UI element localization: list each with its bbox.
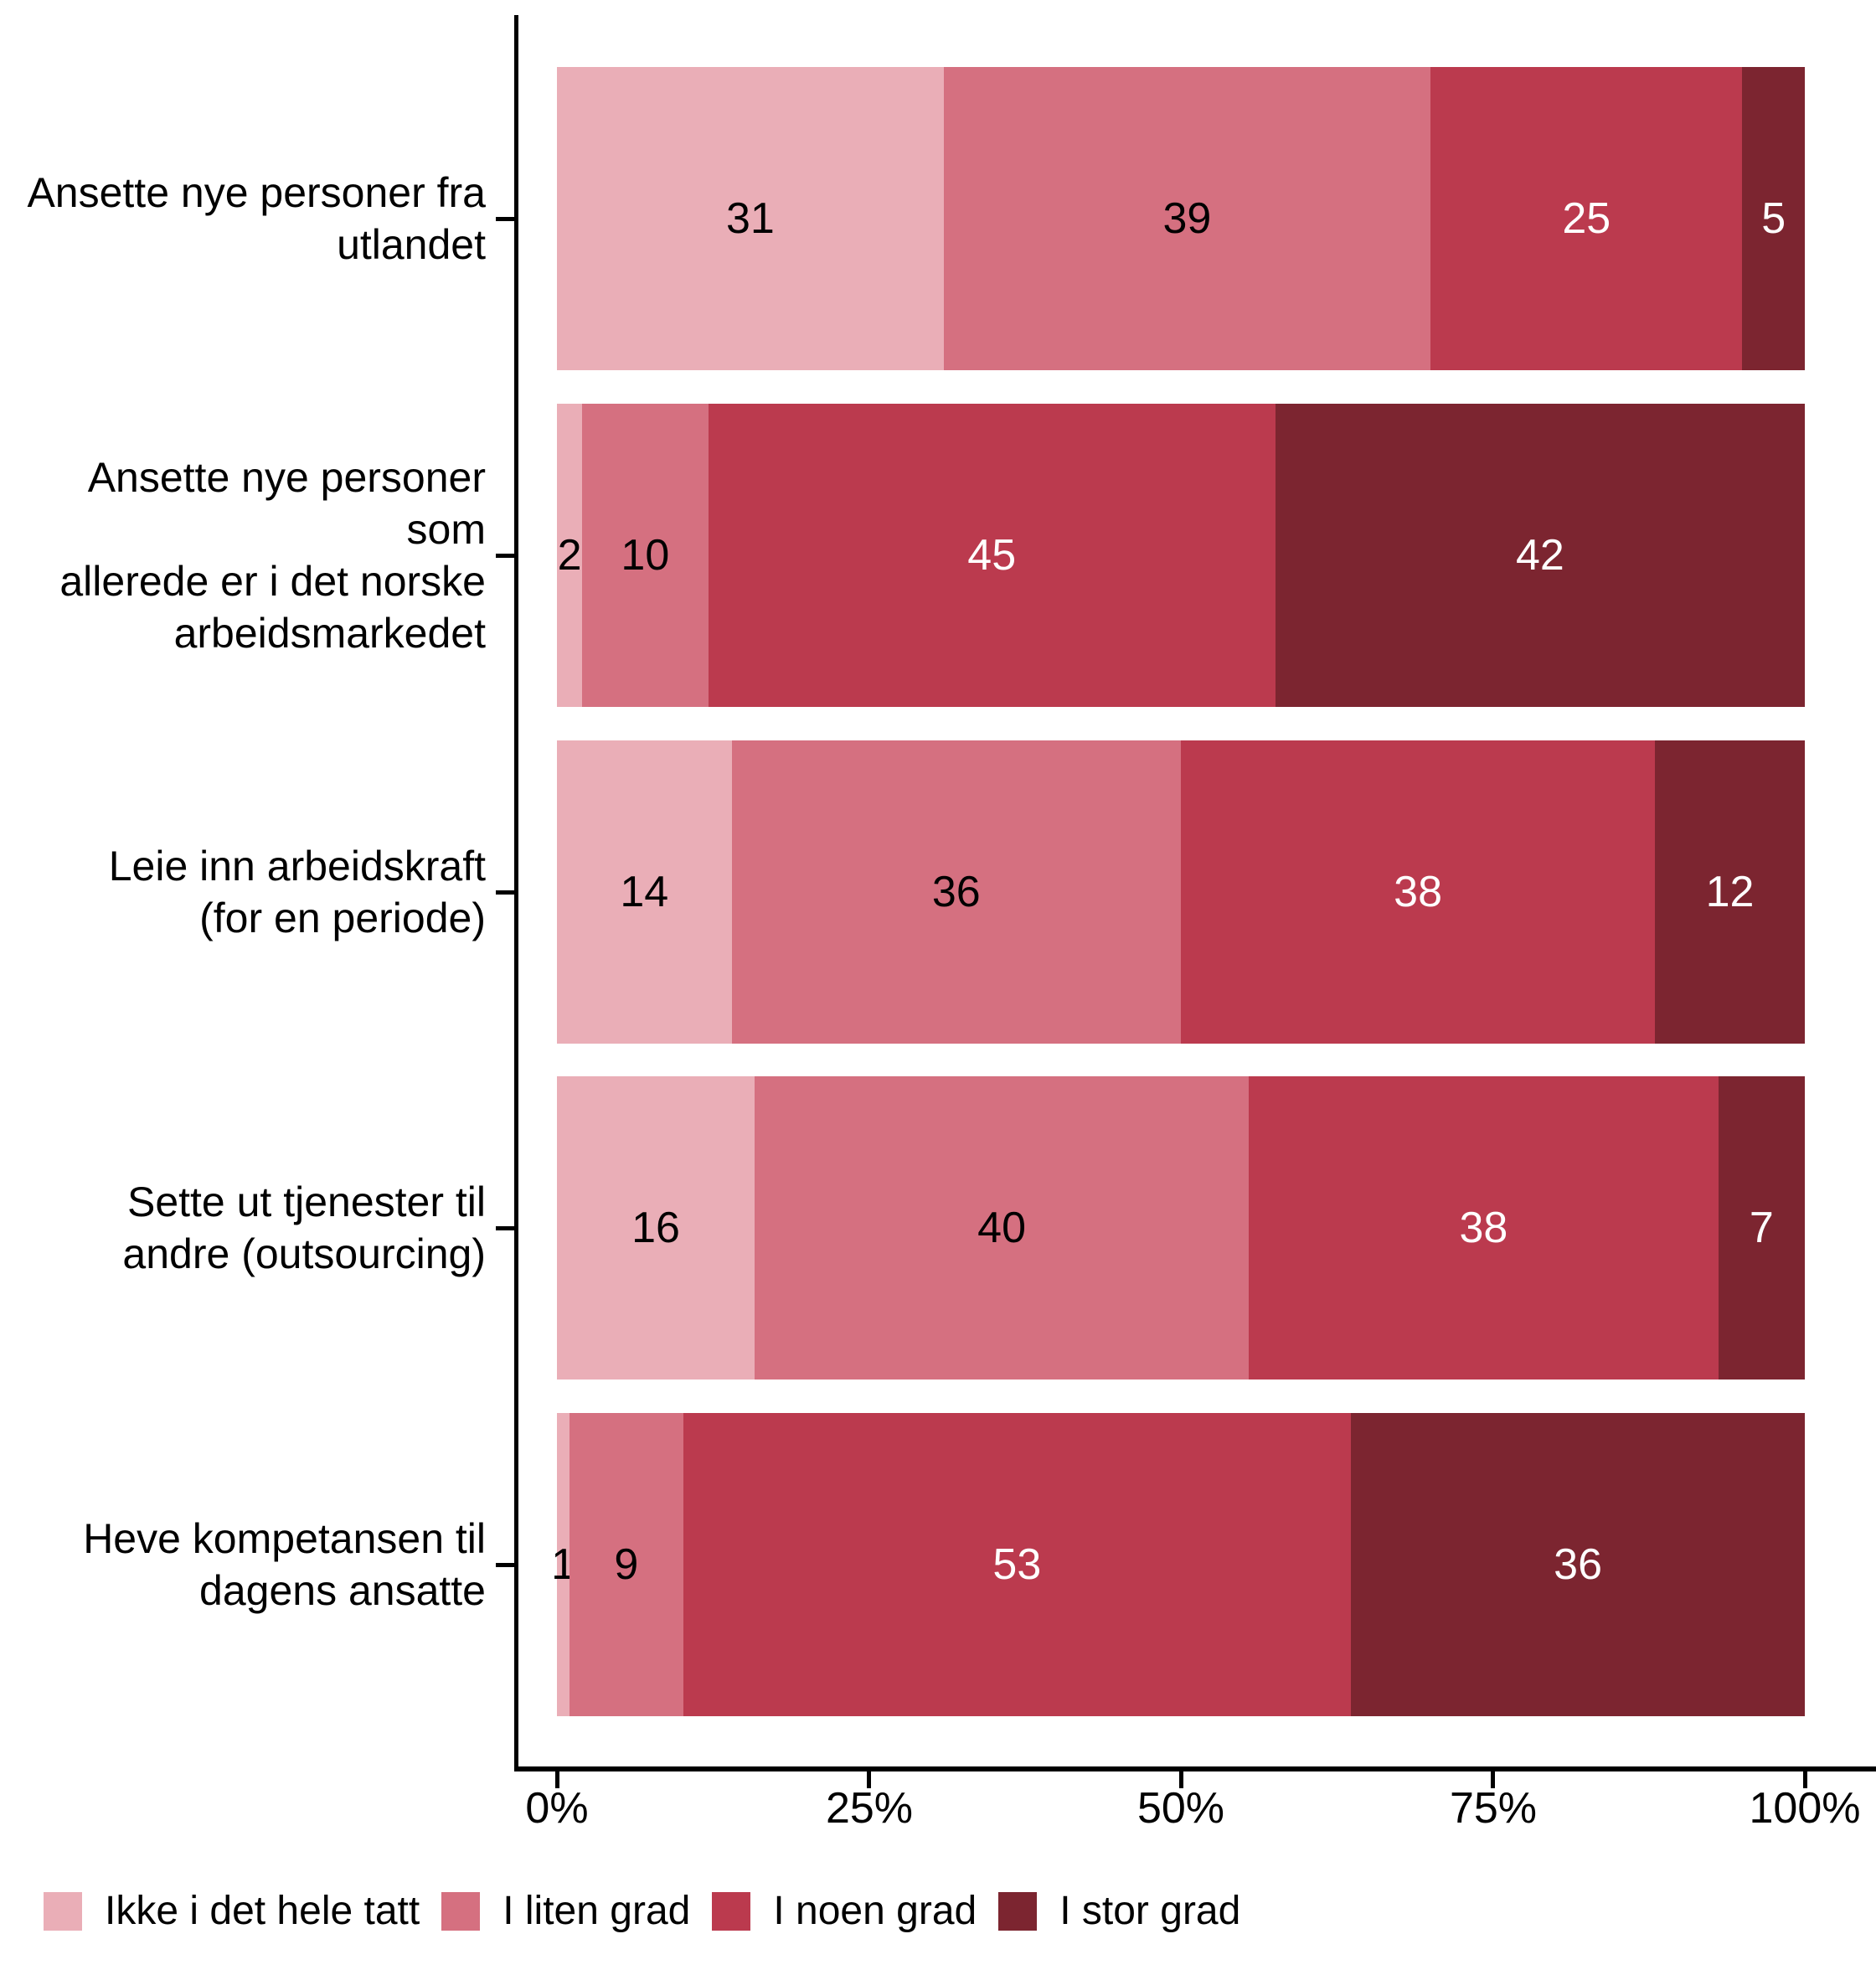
bar-value-label: 36 <box>1554 1540 1602 1589</box>
x-axis-tick-label: 25% <box>825 1784 914 1833</box>
category-label: Sette ut tjenester til andre (outsourcin… <box>122 1178 486 1277</box>
bar-segment: 7 <box>1718 1076 1805 1380</box>
bar-segment: 38 <box>1180 740 1656 1044</box>
bar-segment: 45 <box>708 404 1276 707</box>
category-label: Heve kompetansen til dagens ansatte <box>83 1515 486 1614</box>
legend: Ikke i det hele tatt I liten grad I noen g… <box>44 1888 1240 1935</box>
bar-segment: 5 <box>1742 67 1805 370</box>
bar-value-label: 38 <box>1459 1204 1508 1252</box>
bar-value-label: 14 <box>620 868 669 916</box>
legend-swatch <box>998 1892 1038 1931</box>
bar-segment: 25 <box>1430 67 1743 370</box>
bar-value-label: 16 <box>631 1204 680 1252</box>
legend-swatch <box>441 1892 481 1931</box>
bar-value-label: 38 <box>1394 868 1442 916</box>
x-axis-tick-label: 100% <box>1749 1784 1861 1833</box>
legend-label: I stor grad <box>1059 1889 1241 1933</box>
y-axis-tick <box>496 890 514 895</box>
legend-item: I liten grad <box>441 1888 690 1935</box>
x-axis-tick <box>555 1771 559 1788</box>
x-axis-line <box>514 1766 1876 1771</box>
bar-value-label: 31 <box>726 194 775 243</box>
bar-segment: 40 <box>755 1076 1250 1380</box>
bar-segment: 39 <box>943 67 1430 370</box>
bar-value-label: 2 <box>557 531 582 580</box>
y-axis-tick <box>496 554 514 558</box>
bar-value-label: 5 <box>1761 194 1786 243</box>
bar-value-label: 42 <box>1515 531 1564 580</box>
legend-label: I liten grad <box>502 1889 691 1933</box>
x-axis-tick <box>867 1771 871 1788</box>
legend-item: Ikke i det hele tatt <box>44 1888 420 1935</box>
bar-row: 14 36 38 12 <box>557 740 1805 1044</box>
legend-item: I stor grad <box>998 1888 1240 1935</box>
category-label: Ansette nye personer fra utlandet <box>27 169 486 268</box>
bar-value-label: 53 <box>992 1540 1042 1589</box>
bar-row: 2 10 45 42 <box>557 404 1805 707</box>
y-axis-tick <box>496 1563 514 1567</box>
bar-segment: 53 <box>683 1413 1352 1716</box>
bar-segment: 42 <box>1275 404 1805 707</box>
bar-segment: 1 <box>551 1413 575 1716</box>
y-axis-line <box>514 15 518 1771</box>
bar-value-label: 40 <box>977 1204 1026 1252</box>
x-axis-tick-label: 0% <box>525 1784 589 1833</box>
bar-segment: 2 <box>557 404 583 707</box>
x-axis-tick-label: 50% <box>1136 1784 1225 1833</box>
legend-swatch <box>44 1892 82 1931</box>
category-label: Ansette nye personer som allerede er i d… <box>59 454 486 657</box>
bar-segment: 9 <box>570 1413 683 1716</box>
legend-swatch <box>712 1892 751 1931</box>
x-axis-tick <box>1179 1771 1183 1788</box>
bar-value-label: 7 <box>1749 1204 1774 1252</box>
bar-segment: 31 <box>557 67 944 370</box>
y-axis-tick <box>496 217 514 221</box>
legend-label: Ikke i det hele tatt <box>105 1889 420 1933</box>
bar-value-label: 12 <box>1705 868 1755 916</box>
y-axis-tick <box>496 1226 514 1230</box>
bar-row: 1 9 53 36 <box>551 1413 1805 1716</box>
bar-segment: 16 <box>557 1076 755 1380</box>
x-axis-tick <box>1491 1771 1495 1788</box>
bar-value-label: 39 <box>1162 194 1212 243</box>
legend-label: I noen grad <box>773 1889 977 1933</box>
bar-value-label: 9 <box>614 1540 639 1589</box>
legend-item: I noen grad <box>712 1888 977 1935</box>
category-label: Leie inn arbeidskraft (for en periode) <box>108 843 486 941</box>
bar-value-label: 45 <box>967 531 1017 580</box>
bar-segment: 10 <box>582 404 709 707</box>
bar-value-label: 10 <box>621 531 670 580</box>
bar-value-label: 36 <box>931 868 981 916</box>
bar-segment: 36 <box>731 740 1181 1044</box>
x-axis-tick <box>1803 1771 1807 1788</box>
bar-segment: 36 <box>1351 1413 1805 1716</box>
bar-segment: 14 <box>557 740 732 1044</box>
bar-row: 31 39 25 5 <box>557 67 1805 370</box>
bar-value-label: 25 <box>1562 194 1611 243</box>
bar-row: 16 40 38 7 <box>557 1076 1805 1380</box>
x-axis-tick-label: 75% <box>1449 1784 1538 1833</box>
bar-segment: 12 <box>1655 740 1805 1044</box>
bar-segment: 38 <box>1249 1076 1719 1380</box>
